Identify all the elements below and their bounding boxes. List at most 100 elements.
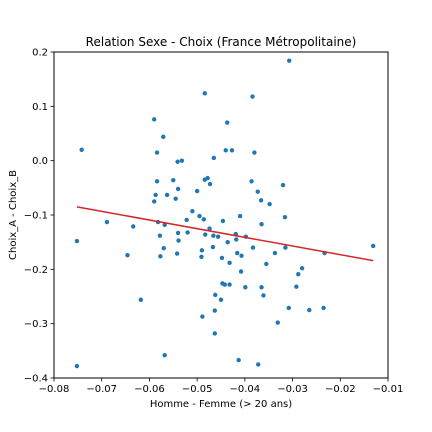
scatter-point: [199, 248, 205, 253]
scatter-point: [210, 244, 216, 250]
scatter-point: [164, 192, 170, 198]
scatter-point: [201, 217, 207, 222]
x-tick-label: −0.08: [39, 384, 70, 395]
scatter-point: [267, 201, 272, 207]
scatter-point: [202, 91, 207, 96]
scatter-point: [185, 230, 190, 235]
scatter-point: [74, 363, 80, 369]
y-tick-label: 0.0: [32, 156, 48, 167]
scatter-point: [227, 260, 232, 266]
scatter-point: [258, 198, 264, 203]
scatter-point: [220, 218, 226, 224]
scatter-point: [197, 213, 202, 219]
x-tick-label: −0.03: [277, 384, 308, 395]
scatter-point: [157, 233, 163, 238]
y-tick-label: −0.2: [24, 265, 48, 276]
scatter-point: [223, 148, 228, 153]
scatter-point: [131, 224, 136, 229]
scatter-point: [283, 245, 288, 250]
scatter-point: [138, 297, 144, 302]
y-axis-label: Choix_A - Choix_B: [8, 170, 19, 260]
scatter-point: [227, 282, 232, 287]
chart-title: Relation Sexe - Choix (France Métropolit…: [86, 35, 357, 49]
x-tick-label: −0.06: [134, 384, 165, 395]
scatter-point: [203, 232, 208, 237]
scatter-point: [79, 147, 84, 152]
scatter-point: [104, 219, 110, 225]
scatter-point: [213, 292, 218, 298]
scatter-point: [207, 226, 212, 231]
scatter-point: [222, 282, 228, 287]
scatter-point: [158, 254, 163, 259]
scatter-point: [296, 272, 301, 277]
y-tick-label: −0.4: [24, 374, 48, 385]
scatter-point: [153, 192, 158, 198]
scatter-point: [225, 239, 230, 245]
scatter-point: [249, 179, 254, 184]
y-tick-label: −0.1: [24, 211, 48, 222]
scatter-point: [199, 254, 204, 260]
scatter-point: [215, 234, 221, 239]
scatter-point: [250, 245, 256, 250]
scatter-point: [259, 222, 264, 227]
scatter-point: [125, 253, 130, 258]
scatter-point: [225, 120, 230, 125]
x-tick-label: −0.04: [230, 384, 261, 395]
scatter-point: [207, 181, 213, 187]
plot-area: [74, 58, 376, 369]
scatter-point: [229, 148, 235, 153]
scatter-point: [190, 209, 195, 214]
regression-line: [76, 206, 374, 262]
scatter-point: [161, 245, 166, 251]
scatter-point: [280, 182, 286, 188]
scatter-point: [238, 269, 244, 274]
scatter-point: [371, 243, 376, 249]
scatter-point: [174, 251, 180, 256]
scatter-point: [211, 155, 217, 161]
x-axis-label: Homme - Femme (> 20 ans): [150, 399, 292, 410]
x-tick-label: −0.07: [86, 384, 117, 395]
scatter-point: [161, 134, 166, 139]
scatter-point: [211, 233, 216, 238]
scatter-point: [173, 196, 178, 201]
scatter-point: [252, 150, 257, 155]
scatter-point: [243, 285, 248, 290]
scatter-point: [219, 255, 225, 261]
scatter-point: [152, 199, 157, 204]
scatter-point: [321, 305, 326, 311]
scatter-point: [275, 320, 280, 325]
scatter-point: [171, 178, 176, 183]
scatter-point: [307, 307, 312, 313]
scatter-point: [299, 266, 305, 271]
x-axis: −0.08 −0.07 −0.06 −0.05 −0.04 −0.03 −0.02 −0.01: [39, 378, 404, 395]
y-tick-label: 0.1: [32, 102, 48, 113]
scatter-point: [287, 58, 292, 63]
x-tick-label: −0.02: [325, 384, 356, 395]
scatter-point: [235, 250, 240, 256]
scatter-point: [162, 352, 167, 358]
scatter-point: [154, 179, 160, 184]
scatter-point: [212, 308, 217, 313]
scatter-point: [261, 293, 266, 298]
scatter-point: [256, 362, 261, 367]
scatter-point: [237, 213, 243, 219]
scatter-point: [272, 250, 278, 256]
y-tick-label: 0.2: [32, 48, 48, 59]
y-tick-label: −0.3: [24, 319, 48, 330]
scatter-point: [264, 261, 269, 267]
scatter-point: [286, 305, 291, 311]
scatter-point: [175, 230, 181, 236]
scatter-point: [212, 331, 217, 336]
scatter-point: [200, 314, 205, 319]
scatter-point: [236, 357, 241, 363]
scatter-point: [154, 150, 160, 155]
y-axis: −0.4 −0.3 −0.2 −0.1 0.0 0.1 0.2: [24, 48, 54, 385]
scatter-point: [282, 214, 288, 220]
scatter-point: [175, 186, 181, 192]
scatter-point: [259, 285, 264, 290]
x-tick-label: −0.01: [373, 384, 404, 395]
scatter-point: [218, 297, 224, 302]
scatter-point: [194, 188, 200, 194]
